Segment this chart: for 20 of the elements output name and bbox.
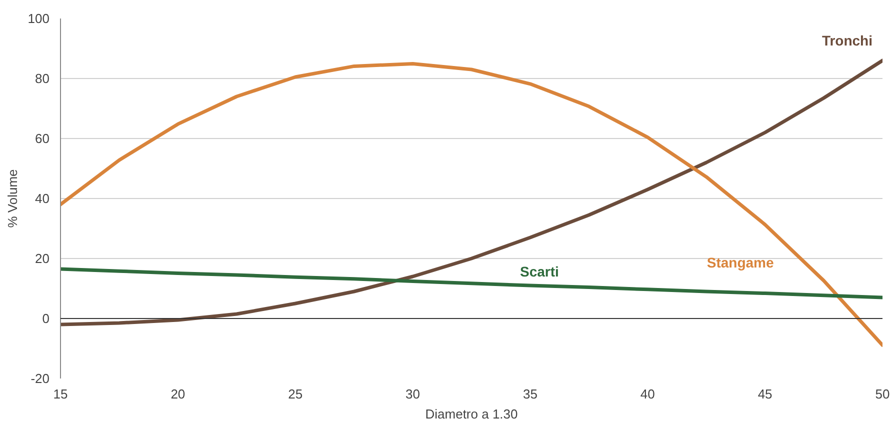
series-label: Tronchi: [822, 32, 873, 48]
x-tick-label: 35: [522, 386, 538, 402]
y-tick-label: 40: [35, 191, 50, 206]
y-tick-label: 80: [35, 71, 50, 86]
x-tick-label: 50: [875, 386, 890, 402]
y-tick-label: -20: [30, 371, 50, 386]
y-tick-label: 20: [35, 251, 50, 266]
x-axis-title: Diametro a 1.30: [425, 406, 518, 422]
x-tick-label: 30: [406, 386, 420, 402]
y-tick-label: 60: [35, 131, 50, 146]
y-tick-label: 0: [42, 311, 50, 326]
series-label: Scarti: [520, 263, 559, 280]
x-tick-label: 25: [288, 386, 303, 402]
x-tick-label: 20: [170, 386, 186, 402]
x-tick-label: 15: [53, 386, 68, 402]
y-tick-label: 100: [28, 11, 50, 26]
x-tick-label: 45: [758, 386, 772, 402]
series-label: Stangame: [706, 254, 774, 271]
y-axis-title: % Volume: [4, 169, 20, 228]
x-tick-label: 40: [640, 386, 655, 402]
